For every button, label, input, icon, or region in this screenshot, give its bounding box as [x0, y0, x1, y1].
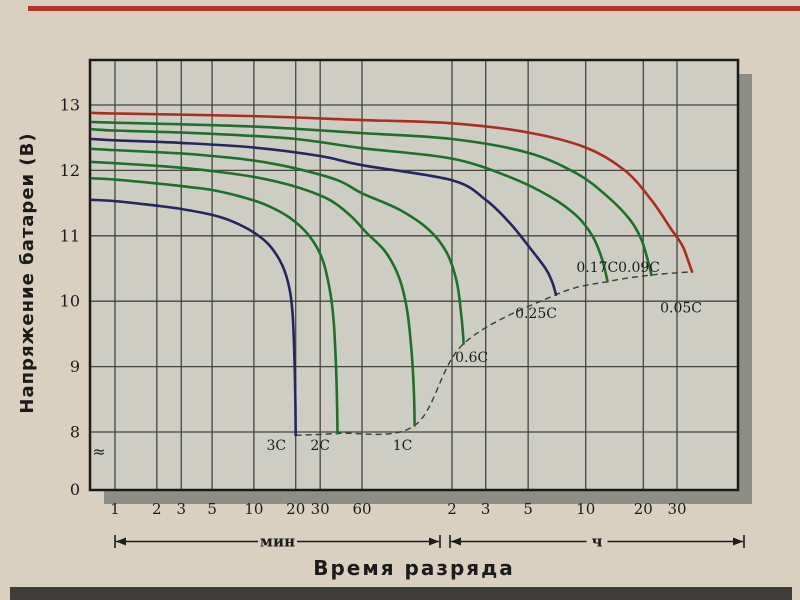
curve-label-1C: 1C	[393, 438, 413, 454]
curve-label-0.25C: 0.25C	[515, 306, 557, 322]
x-tick-label: 20	[286, 500, 305, 518]
x-tick-label: 20	[634, 500, 653, 518]
curve-0.6C	[90, 147, 465, 346]
curve-2C	[90, 176, 339, 435]
curve-label-0.6C: 0.6C	[455, 350, 488, 366]
curve-0.17C	[90, 127, 609, 283]
curve-0.05C	[90, 111, 694, 274]
x-axis-unit-label-мин: мин	[260, 533, 295, 551]
x-tick-label: 5	[207, 500, 217, 518]
x-axis-title: Время разряда	[313, 556, 515, 580]
y-axis-title: Напряжение батареи (В)	[17, 132, 38, 414]
curve-label-0.09C: 0.09C	[618, 260, 660, 276]
curve-label-0.17C: 0.17C	[576, 260, 618, 276]
y-tick-label: 12	[60, 161, 80, 180]
curve-label-2C: 2C	[310, 438, 330, 454]
y-tick-label: 10	[60, 292, 80, 311]
curve-0.25C	[90, 137, 558, 296]
y-axis-break-symbol: ≈	[92, 442, 105, 461]
y-tick-label: 9	[70, 357, 80, 376]
x-tick-label: 60	[352, 500, 371, 518]
plot-border	[88, 58, 740, 492]
y-tick-label-zero: 0	[70, 480, 80, 499]
y-tick-label: 8	[70, 423, 80, 442]
dimension-arrowhead-left	[116, 537, 126, 546]
scan-artifact-bottom-strip	[10, 587, 792, 600]
capacity-dashed-line	[295, 271, 693, 436]
curve-label-3C: 3C	[267, 438, 287, 454]
x-tick-label: 2	[152, 500, 162, 518]
x-tick-label: 1	[110, 500, 120, 518]
y-tick-label: 13	[60, 96, 80, 115]
x-tick-label: 5	[523, 500, 533, 518]
x-tick-label: 2	[447, 500, 457, 518]
curve-1C	[90, 160, 416, 427]
dimension-arrowhead-left	[451, 537, 461, 546]
x-tick-label: 30	[311, 500, 330, 518]
curve-0.09C	[90, 120, 653, 277]
curve-3C	[90, 198, 298, 437]
y-tick-label: 11	[60, 226, 80, 245]
dimension-arrowhead-right	[429, 537, 439, 546]
curve-label-0.05C: 0.05C	[660, 301, 702, 317]
scan-artifact-top-line	[28, 6, 800, 11]
x-axis-unit-label-ч: ч	[592, 533, 603, 551]
dimension-arrowhead-right	[733, 537, 743, 546]
x-tick-label: 3	[481, 500, 491, 518]
x-tick-label: 3	[177, 500, 187, 518]
x-tick-label: 10	[244, 500, 263, 518]
x-tick-label: 30	[667, 500, 686, 518]
x-tick-label: 10	[576, 500, 595, 518]
